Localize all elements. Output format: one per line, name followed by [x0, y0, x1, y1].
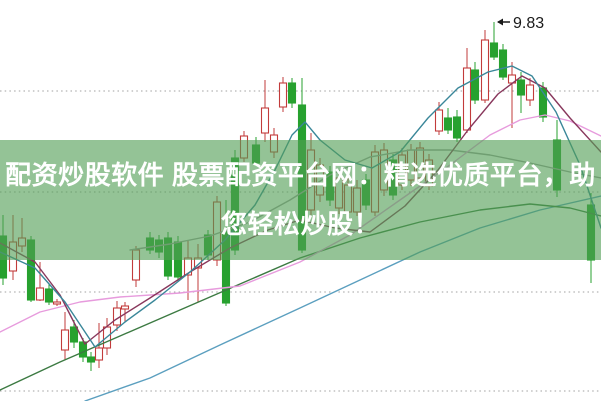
candles-layer: [0, 22, 596, 371]
ma-blue: [84, 195, 601, 401]
ma-teal: [0, 65, 601, 348]
high-price-label: 9.83: [513, 15, 544, 32]
price-annotation: 9.83: [497, 15, 544, 32]
